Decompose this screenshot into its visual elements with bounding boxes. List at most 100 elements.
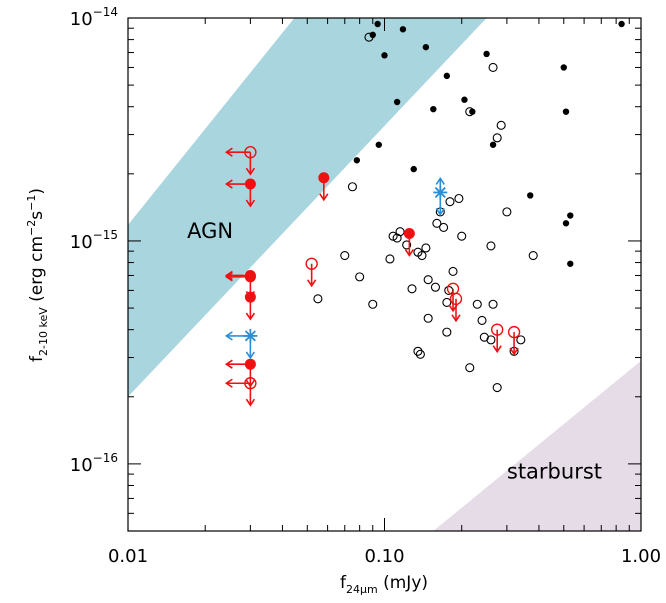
data-point-open-black [442,297,452,307]
data-point-filled-black [489,141,497,148]
data-points [224,20,625,407]
data-point-open-black [340,250,350,261]
point-marker [488,62,498,73]
data-point-open-black [355,272,365,282]
point-marker [347,182,358,192]
point-marker [528,250,538,261]
data-point-filled-black [461,96,468,103]
region-label-agn: AGN [187,219,233,243]
left-limit-arrowhead [224,179,233,189]
point-marker [421,243,431,253]
point-marker [244,271,256,283]
y-tick-label: 10−14 [70,5,118,30]
data-point-open-black [407,284,417,294]
point-marker [422,43,430,51]
point-marker [415,349,425,359]
data-point-open-black [439,222,449,232]
data-point-open-black [432,218,442,228]
region-agn [128,18,487,397]
point-marker [353,157,361,164]
data-point-filled-black [562,108,570,115]
data-point-open-black [392,233,402,243]
x-tick-label: 1.00 [621,546,661,567]
point-marker [305,257,318,270]
point-marker [560,64,567,71]
point-marker [417,250,427,261]
x-tick-label: 0.01 [108,546,148,567]
data-point-filled-black [393,98,401,106]
data-point-open-black [457,231,467,241]
data-point-open-black [528,250,538,261]
region-label-starburst: starburst [507,459,602,483]
point-marker [457,231,467,241]
point-marker [368,299,378,309]
upper-limit-arrowhead [404,249,415,257]
data-point-open-black [445,197,455,207]
data-point-filled-black [410,165,417,173]
point-marker-stroke [244,330,256,342]
data-point-filled-red [224,358,256,388]
point-marker [318,172,330,184]
point-marker [567,260,574,267]
point-marker [432,218,442,228]
data-point-open-black [417,250,427,261]
upper-limit-arrowhead [245,312,256,321]
data-point-open-black [492,382,502,393]
data-point-open-black [465,107,475,117]
data-point-filled-black [469,108,476,115]
point-marker [562,220,570,227]
point-marker [448,266,458,276]
point-marker [244,291,256,303]
upper-limit-arrowhead [245,351,256,360]
upper-limit-arrowhead [319,193,329,202]
left-limit-arrowhead [224,270,233,281]
x-tick-label: 0.10 [364,546,404,567]
data-point-open-black [486,335,496,345]
upper-limit-arrowhead [245,167,256,176]
point-marker-stroke [434,186,446,198]
shaded-regions [128,18,641,531]
point-marker [407,284,417,294]
point-marker [340,250,350,261]
data-point-filled-black [567,212,574,219]
point-marker [465,363,475,373]
point-marker [410,165,417,173]
y-tick-label: 10−15 [70,228,118,253]
point-marker [381,52,388,59]
left-limit-arrowhead [224,331,233,341]
x-axis-title: f24μm (mJy) [340,573,428,596]
upper-limit-arrowhead [451,314,461,323]
data-point-filled-red [318,172,330,202]
data-point-open-black [413,346,423,356]
point-marker [496,120,506,130]
point-marker [507,325,521,339]
lower-limit-arrowhead [435,177,445,185]
data-point-open-black [423,275,433,285]
data-point-open-black [421,243,431,253]
data-point-open-black [454,193,464,204]
data-point-open-black [364,32,374,42]
data-point-open-red [224,146,257,176]
axes [127,17,642,532]
data-point-open-black [402,240,412,250]
point-marker [403,227,415,239]
data-point-filled-black [353,157,361,164]
data-point-open-red [305,257,318,288]
point-marker [527,192,534,199]
point-marker [244,377,257,390]
point-marker [492,382,502,393]
region-starburst [433,360,641,531]
data-point-open-red [446,282,460,313]
data-point-open-black [385,254,395,264]
data-point-open-black [388,231,398,241]
point-marker [486,241,496,251]
point-marker [402,240,412,250]
data-point-filled-red [224,271,256,283]
region-labels: AGN starburst [187,219,602,483]
y-tick-label: 10−16 [70,451,118,476]
data-point-star-blue [224,328,258,360]
data-point-star-blue [433,177,448,216]
data-point-filled-black [375,141,382,148]
point-marker [244,358,256,370]
upper-limit-arrowhead [245,398,256,407]
